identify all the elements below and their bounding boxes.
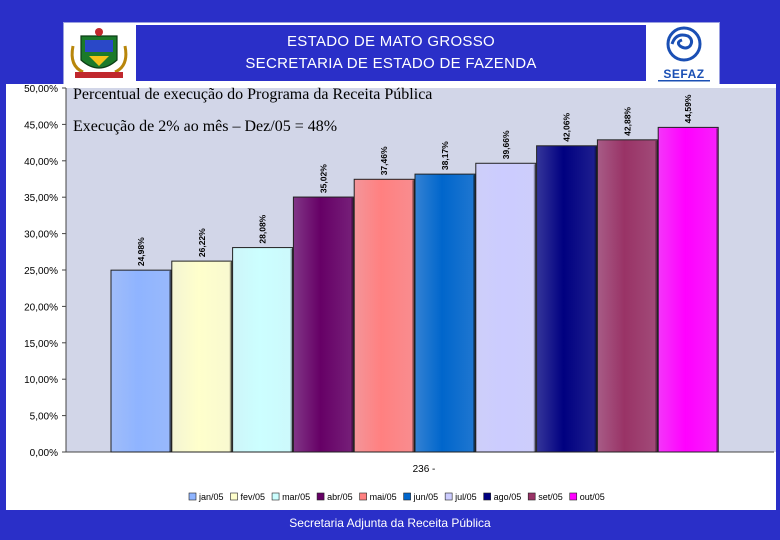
y-tick-label: 40,00% [24,157,58,168]
legend-label: jul/05 [454,492,477,502]
data-label: 42,06% [562,113,572,142]
coat-of-arms-icon [67,26,131,82]
header-title-block: ESTADO DE MATO GROSSO SECRETARIA DE ESTA… [136,25,646,81]
legend-swatch [316,492,325,501]
bar-mai-05 [353,178,415,453]
legend-label: mar/05 [282,492,310,502]
data-label: 37,46% [379,146,389,175]
y-tick-label: 45,00% [24,120,58,131]
bar-series [110,126,719,453]
y-tick-label: 25,00% [24,266,58,277]
sefaz-logo-text: SEFAZ [663,67,705,81]
legend-label: jun/05 [413,492,439,502]
data-label: 39,66% [501,130,511,159]
y-tick-label: 10,00% [24,375,58,386]
y-tick-label: 30,00% [24,230,58,241]
data-labels: 24,98% 26,22% 28,08% 35,02% 37,46% 38,17% 39,6… [136,94,693,266]
legend-swatch [569,492,578,501]
data-label: 44,59% [683,94,693,123]
y-tick-label: 0,00% [30,448,58,459]
y-tick-label: 35,00% [24,193,58,204]
y-tick-label: 50,00% [24,84,58,95]
legend-label: ago/05 [494,492,522,502]
legend-swatch [403,492,411,501]
legend-label: set/05 [538,492,563,502]
legend-swatch [230,492,238,501]
bar-jun-05 [414,173,476,453]
sefaz-logo-icon [658,26,710,82]
bar-abr-05 [292,196,354,453]
legend-swatch [188,492,197,501]
legend-label: fev/05 [241,492,266,502]
x-axis-label: 236 - [413,464,436,475]
legend-swatch [271,492,280,501]
legend-label: abr/05 [327,492,353,502]
legend-swatch [444,492,453,501]
bar-out-05 [657,126,719,453]
legend-label: jan/05 [198,492,224,502]
legend-label: mai/05 [370,492,397,502]
data-label: 24,98% [136,237,146,266]
bar-chart: 0,00% 5,00% 10,00% 15,00% 20,00% 25,00% 30,00%… [24,84,776,502]
y-tick-label: 15,00% [24,339,58,350]
data-label: 35,02% [318,164,328,193]
y-axis: 0,00% 5,00% 10,00% 15,00% 20,00% 25,00% 30,00%… [24,84,66,459]
data-label: 26,22% [197,228,207,257]
y-tick-label: 20,00% [24,302,58,313]
chart-subtitle: Execução de 2% ao mês – Dez/05 = 48% [73,118,338,135]
chart-panel: 0,00% 5,00% 10,00% 15,00% 20,00% 25,00% 30,00%… [6,84,776,510]
header-secretariat-name: SECRETARIA DE ESTADO DE FAZENDA [245,55,537,72]
y-tick-label: 5,00% [30,412,58,423]
legend-swatch [483,492,491,501]
data-label: 42,88% [622,107,632,136]
chart-legend: jan/05 fev/05 mar/05 abr/05 mai/05 jun/05 jul/… [188,492,605,502]
bar-set-05 [596,139,658,453]
bar-ago-05 [536,145,598,453]
footer-text: Secretaria Adjunta da Receita Pública [289,516,491,530]
bar-fev-05 [171,260,233,453]
legend-label: out/05 [580,492,605,502]
legend-swatch [527,492,536,501]
data-label: 28,08% [258,214,268,243]
bar-mar-05 [232,247,294,453]
header-state-name: ESTADO DE MATO GROSSO [287,33,495,50]
header-banner: ESTADO DE MATO GROSSO SECRETARIA DE ESTA… [63,22,720,86]
chart-title: Percentual de execução do Programa da Re… [73,86,433,103]
bar-jan-05 [110,269,172,453]
legend-swatch [359,492,367,501]
data-label: 38,17% [440,141,450,170]
bar-jul-05 [475,162,537,453]
